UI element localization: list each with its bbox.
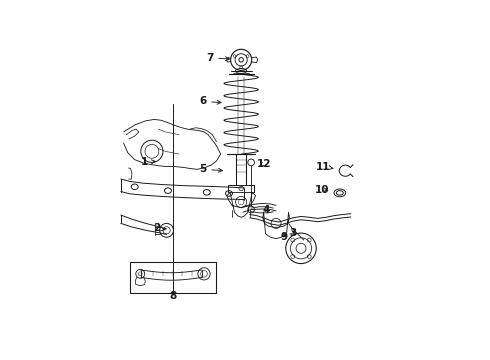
Bar bbox=[130, 262, 216, 293]
Text: 1: 1 bbox=[141, 157, 155, 167]
Text: 4: 4 bbox=[263, 204, 270, 215]
Text: 2: 2 bbox=[153, 223, 166, 233]
Text: 6: 6 bbox=[199, 96, 221, 107]
Text: 3: 3 bbox=[289, 228, 296, 238]
Text: 9: 9 bbox=[280, 232, 288, 242]
Text: 8: 8 bbox=[170, 291, 176, 301]
Text: 10: 10 bbox=[315, 185, 329, 194]
Text: 7: 7 bbox=[206, 53, 229, 63]
Text: 11: 11 bbox=[316, 162, 333, 172]
Text: 12: 12 bbox=[256, 159, 271, 169]
Text: 5: 5 bbox=[199, 164, 222, 174]
